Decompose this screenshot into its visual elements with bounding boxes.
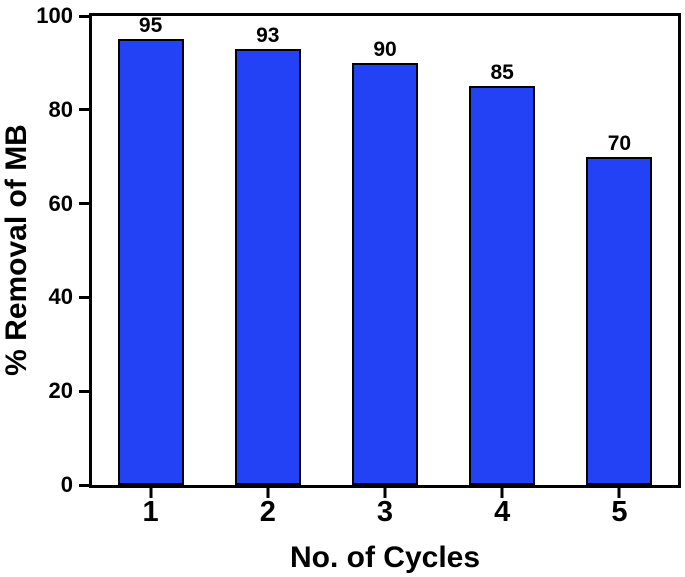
y-tick-label: 100 <box>36 3 73 28</box>
x-tick-mark <box>617 488 621 498</box>
bar-cycle-5 <box>586 156 653 485</box>
y-tick-mark <box>79 483 90 487</box>
x-tick-mark <box>383 488 387 498</box>
bar-cycle-4 <box>469 86 536 485</box>
x-axis-title: No. of Cycles <box>289 541 481 574</box>
x-tick-label: 5 <box>611 496 628 528</box>
x-tick-label: 3 <box>376 496 394 528</box>
bar-cycle-1 <box>117 39 184 485</box>
y-tick-label: 40 <box>48 284 73 310</box>
x-tick-mark <box>266 488 270 498</box>
bar-value-label: 85 <box>490 61 514 85</box>
y-tick-mark <box>79 295 90 299</box>
y-tick-mark <box>79 202 90 206</box>
bar-value-label: 95 <box>138 14 163 38</box>
y-tick-mark <box>79 14 90 18</box>
y-tick-label: 80 <box>48 96 73 122</box>
y-axis-title: % Removal of MB <box>0 124 33 376</box>
bar-cycle-3 <box>352 62 418 485</box>
x-tick-label: 2 <box>259 496 276 528</box>
bar-cycle-2 <box>234 48 301 485</box>
y-tick-label: 0 <box>60 472 73 497</box>
bar-value-label: 70 <box>607 131 632 155</box>
x-tick-label: 4 <box>494 496 511 528</box>
y-tick-label: 60 <box>48 190 73 216</box>
y-tick-label: 20 <box>48 378 73 404</box>
bar-value-label: 93 <box>256 23 280 47</box>
bar-value-label: 90 <box>373 37 397 61</box>
x-tick-mark <box>500 488 504 498</box>
x-tick-label: 1 <box>142 496 159 528</box>
y-tick-mark <box>79 108 90 112</box>
y-tick-mark <box>79 389 90 393</box>
x-tick-mark <box>149 488 153 498</box>
plot-area: 0 20 40 60 80 100 95 1 93 2 90 3 85 4 70 5 <box>36 5 681 527</box>
